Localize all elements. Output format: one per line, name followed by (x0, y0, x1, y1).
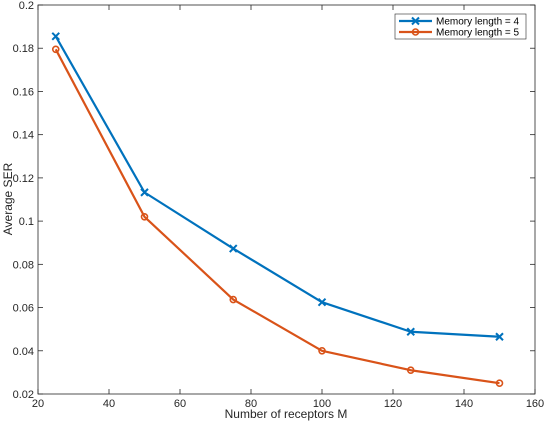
x-tick-label: 80 (245, 398, 257, 410)
legend-swatch-marker (411, 16, 420, 26)
data-point (495, 379, 504, 387)
x-tick-label: 100 (313, 398, 331, 410)
x-tick-label: 20 (32, 398, 44, 410)
legend-item-2: Memory length = 5 (399, 28, 520, 39)
series-1 (51, 32, 504, 341)
data-point (495, 332, 504, 341)
data-point (140, 188, 149, 197)
y-tick-label: 0.06 (13, 303, 34, 315)
y-tick-label: 0.02 (13, 389, 34, 401)
legend-label: Memory length = 5 (436, 28, 520, 39)
data-point-stroke-b (51, 32, 60, 41)
x-tick-label: 160 (526, 398, 544, 410)
x-tick-label: 40 (103, 398, 115, 410)
plot-area (38, 5, 535, 394)
legend-swatch-marker-stroke-b (411, 16, 420, 26)
series-layer (51, 32, 504, 387)
data-point (317, 297, 327, 307)
ticks-layer: 20 40 60 80 100 120 140 160 0.02 0.04 0.06 0.08 0.1 0… (13, 0, 545, 410)
x-tick-label: 60 (174, 398, 186, 410)
y-tick-label: 0.2 (19, 0, 34, 12)
y-tick-label: 0.14 (13, 130, 34, 142)
data-point (406, 366, 415, 375)
series-line (54, 35, 500, 338)
y-tick-label: 0.08 (13, 259, 34, 271)
data-point (51, 32, 60, 41)
series-2 (51, 45, 504, 387)
data-point (229, 295, 238, 304)
y-tick-label: 0.12 (13, 173, 34, 185)
data-point-stroke-b (229, 244, 238, 253)
data-point-stroke-b (495, 332, 504, 341)
data-point-stroke-b (406, 327, 415, 336)
x-tick-label: 140 (455, 398, 473, 410)
x-axis-label: Number of receptors M (225, 407, 348, 421)
data-point-stroke-b (317, 297, 327, 307)
y-tick-label: 0.18 (13, 43, 34, 55)
data-point (406, 327, 415, 336)
series-line (54, 48, 500, 385)
y-tick-label: 0.04 (13, 346, 34, 358)
axes-layer (37, 4, 536, 395)
legend-label: Memory length = 4 (436, 17, 520, 28)
y-tick-label: 0.1 (19, 216, 34, 228)
data-point (140, 212, 149, 221)
data-point (51, 45, 60, 54)
x-tick-label: 120 (384, 398, 402, 410)
data-point-stroke-b (140, 188, 149, 197)
y-tick-label: 0.16 (13, 86, 34, 98)
data-point (229, 244, 238, 253)
legend-swatch-marker (411, 28, 420, 36)
data-point (318, 346, 326, 355)
axes-box (37, 4, 536, 395)
legend-item-1: Memory length = 4 (399, 17, 520, 28)
y-axis-label: Average SER (1, 162, 15, 235)
